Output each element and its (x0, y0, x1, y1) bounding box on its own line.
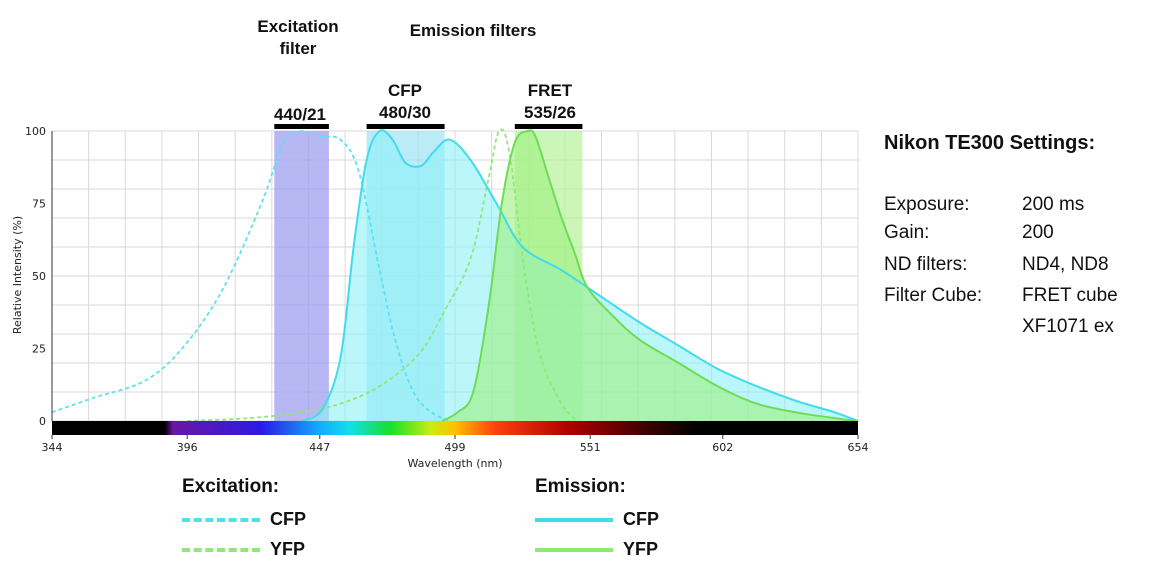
spectrum-lines (51, 128, 859, 422)
fret-band-value: 535/26 (524, 103, 576, 122)
settings-row-filter-cube-2: XF1071 ex (884, 316, 1114, 338)
settings-row-gain: Gain: 200 (884, 222, 1054, 244)
settings-value: ND4, ND8 (1022, 254, 1109, 275)
legend-label: YFP (623, 539, 659, 559)
x-tick-label: 344 (42, 441, 63, 454)
legend-emission-cfp: CFP (535, 509, 659, 530)
excitation-yfp-line (187, 128, 578, 422)
settings-value: XF1071 ex (1022, 316, 1114, 337)
settings-row-nd-filters: ND filters: ND4, ND8 (884, 254, 1109, 276)
filter-band-cap (274, 124, 329, 129)
excitation-filter-heading-line1: Excitation (257, 17, 339, 36)
y-tick-label: 50 (32, 270, 46, 283)
x-tick-label: 447 (309, 441, 330, 454)
y-axis-label: Relative Intensity (%) (11, 216, 24, 334)
legend-excitation-cfp: CFP (182, 509, 306, 530)
excitation-band-label: 440/21 (274, 105, 326, 124)
emission-fills (301, 130, 859, 422)
emission-cfp-line (301, 129, 859, 422)
x-tick-label: 654 (848, 441, 869, 454)
settings-key: ND filters: (884, 254, 968, 275)
settings-value: 200 ms (1022, 194, 1085, 215)
excitation-filter-heading: Excitation filter (240, 16, 356, 60)
legend-excitation-title: Excitation: (182, 476, 280, 497)
legend-swatch (182, 547, 260, 552)
emission-fill-yfp (442, 130, 858, 421)
axes: 0 25 50 75 100 344 396 447 499 551 602 654 (25, 125, 869, 454)
filter-band-cap (366, 124, 445, 129)
settings-key: Gain: (884, 222, 930, 243)
settings-panel: Nikon TE300 Settings: Exposure: 200 ms Ga… (884, 130, 1152, 350)
emission-yfp-line (441, 129, 859, 422)
y-tick-label: 25 (32, 343, 46, 356)
legend-label: CFP (623, 509, 659, 529)
x-tick-label: 602 (712, 441, 733, 454)
settings-key: Filter Cube: (884, 285, 983, 306)
legend-label: YFP (270, 539, 306, 559)
y-tick-label: 100 (25, 125, 46, 138)
legend-label: CFP (270, 509, 306, 529)
legend-swatch (182, 517, 260, 522)
x-tick-label: 396 (177, 441, 198, 454)
cfp-band-value: 480/30 (379, 103, 431, 122)
wavelength-spectrum-bar (52, 421, 858, 435)
settings-row-exposure: Exposure: 200 ms (884, 194, 1084, 216)
emission-filters-heading: Emission filters (409, 21, 537, 40)
legend-swatch (535, 547, 613, 552)
settings-title: Nikon TE300 Settings: (884, 132, 1096, 154)
x-tick-label: 499 (445, 441, 466, 454)
fret-band-name: FRET (527, 81, 573, 100)
y-tick-label: 75 (32, 198, 46, 211)
cfp-band-name: CFP (388, 81, 422, 100)
legend-excitation-yfp: YFP (182, 539, 305, 560)
excitation-cfp-line (51, 130, 451, 422)
fret-band-label: FRET 535/26 (508, 80, 592, 124)
settings-row-filter-cube: Filter Cube: FRET cube (884, 285, 1118, 307)
y-tick-label: 0 (39, 415, 46, 428)
legend-emission-yfp: YFP (535, 539, 658, 560)
filter-band-caps (274, 124, 583, 129)
excitation-filter-heading-line2: filter (279, 39, 317, 58)
cfp-band-label: CFP 480/30 (363, 80, 447, 124)
filter-band-cap (514, 124, 583, 129)
x-axis-label: Wavelength (nm) (407, 457, 502, 470)
filter-band-440-21 (274, 131, 329, 421)
emission-fill-cfp (301, 130, 859, 422)
x-tick-label: 551 (580, 441, 601, 454)
legend-swatch (535, 517, 613, 522)
settings-value: FRET cube (1022, 285, 1118, 306)
settings-value: 200 (1022, 222, 1054, 243)
settings-key: Exposure: (884, 194, 970, 215)
legend-emission-title: Emission: (535, 476, 626, 497)
